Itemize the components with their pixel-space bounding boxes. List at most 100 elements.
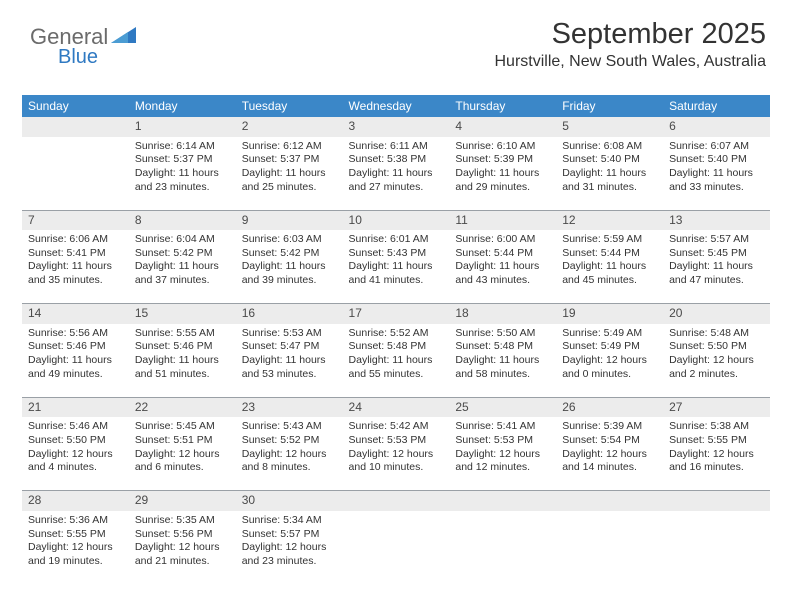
day-content-cell: Sunrise: 5:56 AMSunset: 5:46 PMDaylight:…: [22, 324, 129, 398]
sunrise-text: Sunrise: 6:07 AM: [669, 140, 764, 154]
day-content-cell: Sunrise: 6:04 AMSunset: 5:42 PMDaylight:…: [129, 230, 236, 304]
day-content-cell: Sunrise: 5:41 AMSunset: 5:53 PMDaylight:…: [449, 417, 556, 491]
sunrise-text: Sunrise: 6:01 AM: [349, 233, 444, 247]
daylight-text: Daylight: 12 hours and 8 minutes.: [242, 448, 337, 475]
sunset-text: Sunset: 5:55 PM: [669, 434, 764, 448]
day-content-cell: [556, 511, 663, 588]
day-number-cell: 9: [236, 210, 343, 230]
sunset-text: Sunset: 5:46 PM: [28, 340, 123, 354]
day-content-cell: Sunrise: 5:57 AMSunset: 5:45 PMDaylight:…: [663, 230, 770, 304]
sunset-text: Sunset: 5:54 PM: [562, 434, 657, 448]
sunrise-text: Sunrise: 5:42 AM: [349, 420, 444, 434]
day-number-row: 123456: [22, 117, 770, 137]
day-number-cell: 11: [449, 210, 556, 230]
day-number-cell: 26: [556, 397, 663, 417]
day-number-cell: 21: [22, 397, 129, 417]
title-block: September 2025 Hurstville, New South Wal…: [494, 18, 766, 71]
sunrise-text: Sunrise: 6:06 AM: [28, 233, 123, 247]
day-content-cell: Sunrise: 5:43 AMSunset: 5:52 PMDaylight:…: [236, 417, 343, 491]
calendar-page: General Blue September 2025 Hurstville, …: [0, 0, 792, 612]
sunset-text: Sunset: 5:43 PM: [349, 247, 444, 261]
day-number-cell: 3: [343, 117, 450, 137]
sunset-text: Sunset: 5:45 PM: [669, 247, 764, 261]
day-number-cell: 2: [236, 117, 343, 137]
daylight-text: Daylight: 11 hours and 25 minutes.: [242, 167, 337, 194]
sunset-text: Sunset: 5:46 PM: [135, 340, 230, 354]
day-content-cell: Sunrise: 5:35 AMSunset: 5:56 PMDaylight:…: [129, 511, 236, 588]
day-number-cell: 20: [663, 304, 770, 324]
day-number-cell: 28: [22, 491, 129, 511]
day-number-row: 282930: [22, 491, 770, 511]
day-header: Tuesday: [236, 95, 343, 117]
day-content-row: Sunrise: 5:46 AMSunset: 5:50 PM Daylight:…: [22, 417, 770, 491]
calendar-table: Sunday Monday Tuesday Wednesday Thursday…: [22, 95, 770, 588]
day-content-cell: Sunrise: 5:39 AMSunset: 5:54 PMDaylight:…: [556, 417, 663, 491]
day-content-cell: Sunrise: 5:38 AMSunset: 5:55 PMDaylight:…: [663, 417, 770, 491]
daylight-text: Daylight: 12 hours and 19 minutes.: [28, 541, 123, 568]
sunset-text: Sunset: 5:50 PM: [28, 434, 123, 448]
daylight-text: Daylight: 11 hours and 41 minutes.: [349, 260, 444, 287]
day-content-cell: Sunrise: 5:42 AMSunset: 5:53 PMDaylight:…: [343, 417, 450, 491]
day-header: Monday: [129, 95, 236, 117]
day-header-row: Sunday Monday Tuesday Wednesday Thursday…: [22, 95, 770, 117]
day-number-cell: 22: [129, 397, 236, 417]
day-content-cell: Sunrise: 6:03 AMSunset: 5:42 PMDaylight:…: [236, 230, 343, 304]
sunrise-text: Sunrise: 5:36 AM: [28, 514, 123, 528]
sunset-text: Sunset: 5:40 PM: [669, 153, 764, 167]
day-content-cell: Sunrise: 6:14 AMSunset: 5:37 PMDaylight:…: [129, 137, 236, 211]
day-content-cell: Sunrise: 5:50 AMSunset: 5:48 PMDaylight:…: [449, 324, 556, 398]
daylight-text: Daylight: 11 hours and 39 minutes.: [242, 260, 337, 287]
sunrise-text: Sunrise: 6:11 AM: [349, 140, 444, 154]
day-number-cell: 4: [449, 117, 556, 137]
day-number-cell: 5: [556, 117, 663, 137]
day-content-cell: Sunrise: 5:34 AMSunset: 5:57 PMDaylight:…: [236, 511, 343, 588]
day-number-cell: 25: [449, 397, 556, 417]
day-content-cell: Sunrise: 6:12 AMSunset: 5:37 PMDaylight:…: [236, 137, 343, 211]
sunrise-text: Sunrise: 5:59 AM: [562, 233, 657, 247]
daylight-text: Daylight: 12 hours and 10 minutes.: [349, 448, 444, 475]
day-content-cell: Sunrise: 5:53 AMSunset: 5:47 PMDaylight:…: [236, 324, 343, 398]
day-content-cell: [22, 137, 129, 211]
day-number-row: 78910111213: [22, 210, 770, 230]
sunset-text: Sunset: 5:42 PM: [242, 247, 337, 261]
day-content-cell: Sunrise: 5:46 AMSunset: 5:50 PMDaylight:…: [22, 417, 129, 491]
sunrise-text: Sunrise: 5:49 AM: [562, 327, 657, 341]
sunset-text: Sunset: 5:42 PM: [135, 247, 230, 261]
day-content-cell: Sunrise: 6:07 AMSunset: 5:40 PMDaylight:…: [663, 137, 770, 211]
day-content-cell: [449, 511, 556, 588]
daylight-text: Daylight: 12 hours and 2 minutes.: [669, 354, 764, 381]
sunrise-text: Sunrise: 5:57 AM: [669, 233, 764, 247]
day-content-cell: Sunrise: 5:45 AMSunset: 5:51 PMDaylight:…: [129, 417, 236, 491]
day-content-cell: Sunrise: 5:55 AMSunset: 5:46 PMDaylight:…: [129, 324, 236, 398]
sunrise-text: Sunrise: 5:41 AM: [455, 420, 550, 434]
daylight-text: Daylight: 12 hours and 0 minutes.: [562, 354, 657, 381]
daylight-text: Daylight: 11 hours and 33 minutes.: [669, 167, 764, 194]
sunrise-text: Sunrise: 5:46 AM: [28, 420, 123, 434]
day-number-cell: 19: [556, 304, 663, 324]
day-number-cell: [663, 491, 770, 511]
sunset-text: Sunset: 5:44 PM: [455, 247, 550, 261]
location-subtitle: Hurstville, New South Wales, Australia: [494, 53, 766, 71]
day-number-cell: 17: [343, 304, 450, 324]
sunrise-text: Sunrise: 5:53 AM: [242, 327, 337, 341]
day-content-cell: Sunrise: 6:06 AMSunset: 5:41 PMDaylight:…: [22, 230, 129, 304]
daylight-text: Daylight: 11 hours and 47 minutes.: [669, 260, 764, 287]
daylight-text: Daylight: 11 hours and 53 minutes.: [242, 354, 337, 381]
sunrise-text: Sunrise: 5:55 AM: [135, 327, 230, 341]
sunset-text: Sunset: 5:49 PM: [562, 340, 657, 354]
day-number-cell: [449, 491, 556, 511]
daylight-text: Daylight: 11 hours and 35 minutes.: [28, 260, 123, 287]
sunset-text: Sunset: 5:41 PM: [28, 247, 123, 261]
day-content-cell: Sunrise: 5:49 AMSunset: 5:49 PMDaylight:…: [556, 324, 663, 398]
day-number-cell: 27: [663, 397, 770, 417]
daylight-text: Daylight: 12 hours and 14 minutes.: [562, 448, 657, 475]
sunset-text: Sunset: 5:37 PM: [135, 153, 230, 167]
daylight-text: Daylight: 11 hours and 31 minutes.: [562, 167, 657, 194]
sunrise-text: Sunrise: 5:39 AM: [562, 420, 657, 434]
day-number-cell: 10: [343, 210, 450, 230]
day-number-cell: 18: [449, 304, 556, 324]
sunset-text: Sunset: 5:52 PM: [242, 434, 337, 448]
day-content-cell: Sunrise: 6:10 AMSunset: 5:39 PMDaylight:…: [449, 137, 556, 211]
day-number-row: 21222324252627: [22, 397, 770, 417]
day-number-cell: 7: [22, 210, 129, 230]
